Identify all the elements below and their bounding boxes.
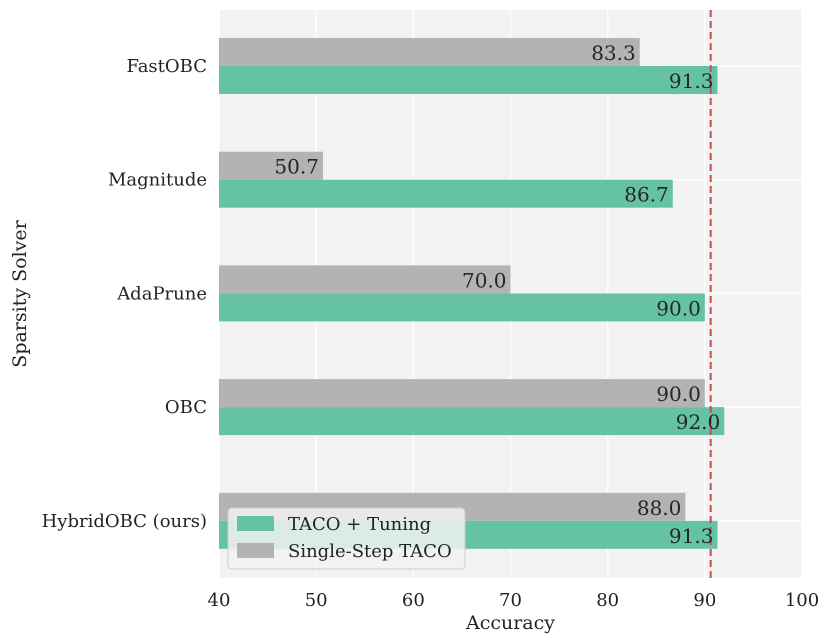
x-tick-label-80: 80 — [596, 590, 619, 611]
bar-label-taco-tuning-adaprune: 90.0 — [656, 296, 701, 320]
bar-taco-tuning-magnitude — [219, 179, 673, 208]
bar-single-step-taco-fastobc — [219, 38, 640, 66]
y-tick-label-adaprune: AdaPrune — [116, 283, 207, 304]
bar-taco-tuning-obc — [219, 407, 725, 436]
legend-swatch-single-step-taco — [237, 543, 274, 558]
bar-label-taco-tuning-hybridobc-ours: 91.3 — [669, 524, 714, 548]
x-tick-labels: 40 50 60 70 80 90 100 — [208, 590, 820, 611]
bar-label-single-step-taco-hybridobc-ours: 88.0 — [637, 496, 682, 520]
y-tick-label-fastobc: FastOBC — [126, 56, 207, 77]
legend-label-single-step-taco: Single-Step TACO — [288, 541, 452, 562]
bar-label-taco-tuning-magnitude: 86.7 — [624, 183, 669, 207]
bar-taco-tuning-fastobc — [219, 66, 718, 94]
y-axis-title: Sparsity Solver — [9, 219, 31, 367]
legend: TACO + Tuning Single-Step TACO — [227, 507, 466, 570]
bar-label-single-step-taco-adaprune: 70.0 — [462, 268, 507, 292]
y-tick-label-magnitude: Magnitude — [108, 170, 207, 191]
x-tick-label-70: 70 — [499, 590, 522, 611]
bar-label-taco-tuning-fastobc: 91.3 — [669, 69, 714, 93]
bar-single-step-taco-obc — [219, 379, 705, 408]
bar-label-single-step-taco-obc: 90.0 — [656, 382, 701, 406]
bar-single-step-taco-magnitude — [219, 151, 323, 180]
y-tick-label-hybridobc-ours: HybridOBC (ours) — [42, 511, 207, 532]
bar-label-taco-tuning-obc: 92.0 — [676, 410, 721, 434]
x-axis-title: Accuracy — [465, 612, 555, 634]
y-tick-label-obc: OBC — [165, 397, 207, 418]
y-tick-labels: FastOBC Magnitude AdaPrune OBC HybridOBC (ou… — [42, 56, 207, 532]
x-tick-label-40: 40 — [208, 590, 231, 611]
legend-swatch-taco-tuning — [237, 516, 274, 531]
x-tick-label-90: 90 — [693, 590, 716, 611]
bar-taco-tuning-adaprune — [219, 293, 705, 322]
legend-label-taco-tuning: TACO + Tuning — [288, 514, 431, 535]
bar-label-single-step-taco-fastobc: 83.3 — [591, 41, 636, 65]
x-tick-label-100: 100 — [785, 590, 819, 611]
x-tick-label-50: 50 — [305, 590, 328, 611]
bar-labels: 83.3 91.3 50.7 86.7 70.0 90.0 90.0 92.0 88.0 91.3 — [274, 41, 720, 548]
legend-box — [227, 507, 466, 570]
bar-label-single-step-taco-magnitude: 50.7 — [274, 155, 319, 179]
bar-single-step-taco-adaprune — [219, 265, 511, 294]
x-tick-label-60: 60 — [402, 590, 425, 611]
